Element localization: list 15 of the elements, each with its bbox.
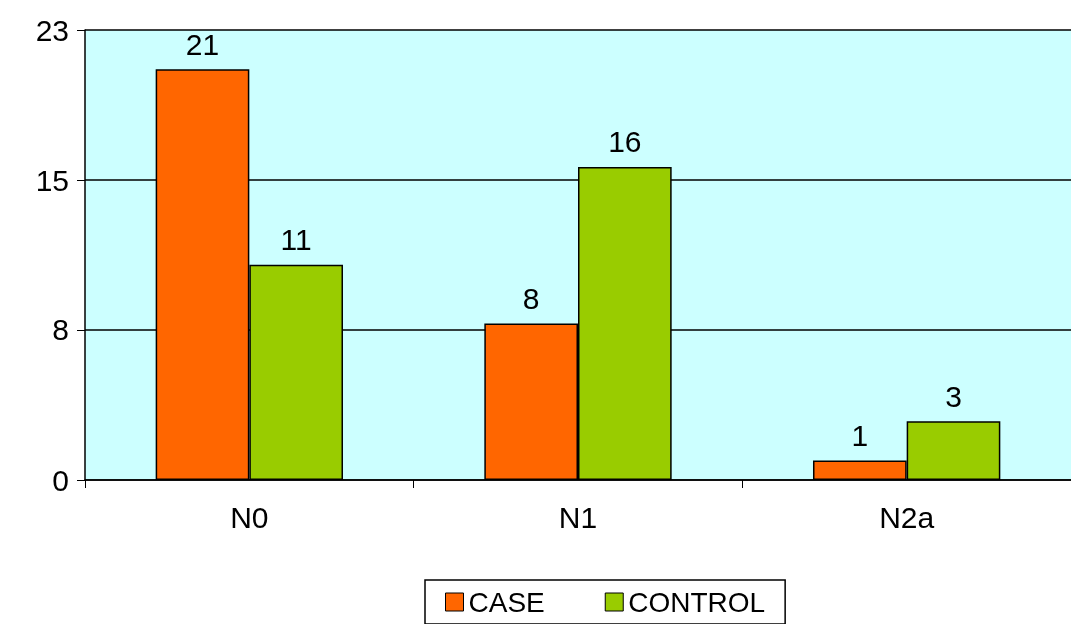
data-label: 16: [608, 125, 642, 159]
data-label: 21: [185, 27, 220, 61]
x-tick-label: N0: [230, 500, 269, 534]
data-label: 11: [280, 223, 312, 257]
y-tick-label: 15: [35, 163, 69, 197]
data-label: 1: [851, 418, 869, 452]
x-tick-label: N2a: [879, 500, 935, 534]
y-tick-label: 8: [52, 313, 69, 347]
data-label: 3: [945, 379, 962, 413]
x-tick-label: N1: [558, 500, 598, 534]
data-label: 8: [522, 281, 540, 315]
y-tick-label: 0: [52, 463, 69, 497]
legend-label: CASE: [468, 586, 545, 618]
y-tick-label: 23: [35, 13, 69, 47]
legend-label: CONTROL: [628, 586, 766, 618]
